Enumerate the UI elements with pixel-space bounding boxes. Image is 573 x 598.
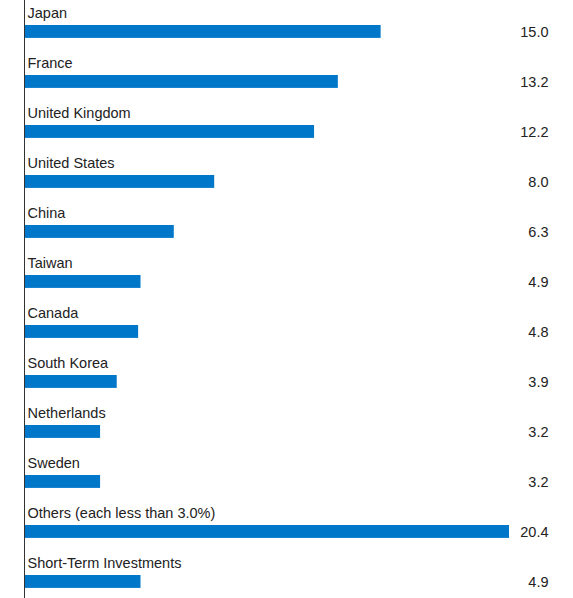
- svg-text:United Kingdom: United Kingdom: [28, 105, 131, 121]
- svg-text:Netherlands: Netherlands: [28, 405, 106, 421]
- svg-text:3.9: 3.9: [528, 374, 548, 390]
- svg-text:4.9: 4.9: [528, 274, 548, 290]
- svg-text:Short-Term Investments: Short-Term Investments: [28, 555, 182, 571]
- svg-text:4.8: 4.8: [528, 324, 548, 340]
- svg-text:Others (each less than 3.0%): Others (each less than 3.0%): [28, 505, 216, 521]
- svg-text:South Korea: South Korea: [28, 355, 110, 371]
- svg-text:6.3: 6.3: [528, 224, 548, 240]
- svg-text:12.2: 12.2: [520, 124, 548, 140]
- svg-text:China: China: [28, 205, 67, 221]
- svg-text:France: France: [28, 55, 73, 71]
- svg-text:Sweden: Sweden: [28, 455, 80, 471]
- svg-text:13.2: 13.2: [520, 74, 548, 90]
- svg-text:3.2: 3.2: [528, 474, 548, 490]
- svg-text:8.0: 8.0: [528, 174, 548, 190]
- svg-text:4.9: 4.9: [528, 574, 548, 590]
- svg-text:Taiwan: Taiwan: [28, 255, 73, 271]
- svg-text:3.2: 3.2: [528, 424, 548, 440]
- svg-text:Japan: Japan: [28, 5, 68, 21]
- svg-text:United States: United States: [28, 155, 115, 171]
- svg-text:Canada: Canada: [28, 305, 80, 321]
- svg-text:15.0: 15.0: [520, 24, 548, 40]
- svg-text:20.4: 20.4: [520, 524, 548, 540]
